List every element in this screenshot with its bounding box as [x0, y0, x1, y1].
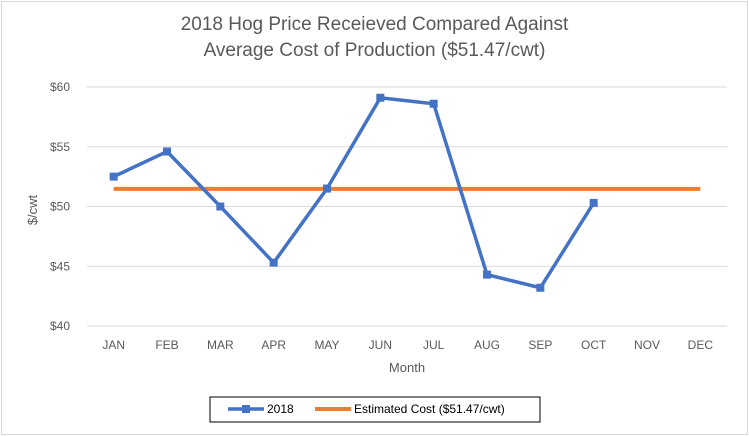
series-2018-point [429, 99, 438, 108]
x-tick-label: SEP [528, 338, 552, 352]
x-axis-label: Month [389, 360, 425, 375]
series-2018-point [589, 198, 598, 207]
x-tick-label: JAN [102, 338, 125, 352]
y-tick-label: $55 [50, 140, 70, 154]
y-axis-ticks: $40 $45 $50 $55 $60 [50, 80, 70, 333]
series-2018-point [376, 93, 385, 102]
x-tick-label: JUL [423, 338, 445, 352]
series-layer [109, 93, 701, 292]
series-estimated-cost-legend-label: Estimated Cost ($51.47/cwt) [354, 402, 505, 416]
series-2018-point [163, 147, 171, 156]
legend: 2018 Estimated Cost ($51.47/cwt) [209, 396, 541, 423]
y-tick-label: $40 [50, 319, 70, 333]
y-tick-label: $45 [50, 259, 70, 273]
x-tick-label: NOV [634, 338, 660, 352]
y-tick-label: $60 [50, 80, 70, 94]
x-tick-label: APR [261, 338, 286, 352]
x-tick-label: JUN [369, 338, 392, 352]
series-2018-point [536, 283, 545, 292]
y-axis-label: $/cwt [25, 194, 40, 225]
x-axis-ticks: JAN FEB MAR APR MAY JUN JUL AUG SEP OCT NOV DEC [102, 338, 713, 352]
series-2018-legend-label: 2018 [267, 402, 294, 416]
series-2018-line [112, 96, 596, 290]
x-tick-label: FEB [155, 338, 178, 352]
series-2018-point [269, 258, 278, 267]
series-2018-point [483, 270, 491, 279]
chart-title-line-2: Average Cost of Production ($51.47/cwt) [203, 40, 546, 61]
series-2018-point [109, 172, 118, 181]
chart-title: 2018 Hog Price Receieved Compared Agains… [0, 12, 749, 64]
x-tick-label: DEC [688, 338, 714, 352]
gridlines [87, 86, 727, 327]
series-2018-point [216, 202, 225, 211]
x-tick-label: MAY [314, 338, 339, 352]
series-2018-legend-marker [242, 405, 250, 413]
y-tick-label: $50 [50, 200, 70, 214]
x-tick-label: OCT [581, 338, 607, 352]
x-tick-label: MAR [207, 338, 234, 352]
x-tick-label: AUG [474, 338, 500, 352]
series-2018-point [323, 184, 331, 193]
legend-box [209, 396, 541, 423]
chart-title-line-1: 2018 Hog Price Receieved Compared Agains… [180, 14, 569, 35]
